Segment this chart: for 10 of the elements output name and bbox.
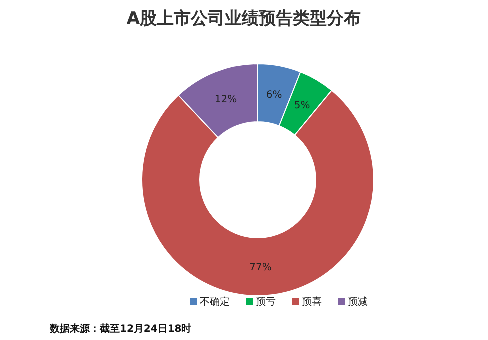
legend-label: 不确定 (200, 296, 230, 308)
legend-label: 预亏 (256, 297, 276, 308)
chart-title: A股上市公司业绩预告类型分布 (126, 9, 362, 29)
data-label: 5% (294, 100, 310, 112)
source-note: 数据来源：截至12月24日18时 (49, 323, 192, 335)
legend-label: 预减 (348, 296, 368, 308)
data-label: 12% (214, 94, 238, 106)
legend-label: 预喜 (302, 296, 322, 308)
data-label: 77% (250, 262, 272, 274)
data-label: 6% (266, 90, 282, 102)
